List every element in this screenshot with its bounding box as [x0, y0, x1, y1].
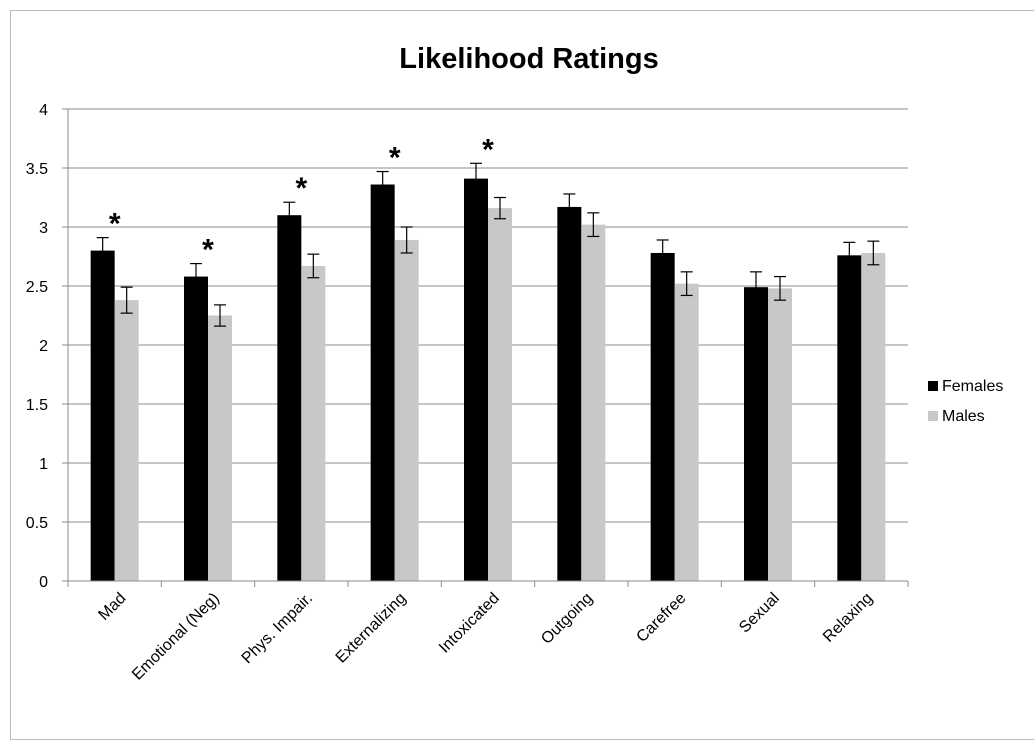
bar-females: [744, 287, 768, 581]
bar-females: [184, 276, 208, 581]
bar-females: [370, 184, 395, 581]
x-tick-label: Outgoing: [538, 590, 596, 648]
y-tick-label: 0: [39, 574, 48, 591]
bar-males: [301, 265, 326, 581]
bar-males: [861, 252, 886, 581]
x-tick-label: Sexual: [736, 590, 783, 637]
significance-asterisk: *: [295, 172, 307, 205]
x-tick-label: Relaxing: [820, 590, 876, 646]
legend-label-males: Males: [942, 408, 985, 425]
bar-females: [837, 255, 862, 581]
axes: [62, 108, 909, 587]
bar-males: [394, 239, 419, 582]
y-tick-label: 3.5: [26, 161, 48, 178]
y-tick-label: 2.5: [26, 279, 48, 296]
legend-swatch-males: [928, 411, 938, 421]
y-axis-tick-labels: 0 0.5 1 1.5 2 2.5 3 3.5 4: [26, 102, 48, 591]
bar-females: [464, 178, 488, 581]
x-tick-label: Mad: [95, 590, 129, 624]
y-tick-label: 4: [39, 102, 48, 119]
x-tick-label: Emotional (Neg): [129, 590, 223, 684]
bar-females: [557, 206, 582, 581]
bar-females: [650, 252, 675, 581]
bar-males: [581, 224, 606, 581]
bars: [90, 178, 886, 582]
bar-males: [674, 283, 699, 581]
bar-females: [277, 215, 302, 581]
bar-females: [90, 250, 115, 581]
y-tick-label: 3: [39, 220, 48, 237]
x-tick-label: Externalizing: [333, 590, 410, 667]
legend-swatch-females: [928, 381, 938, 391]
significance-asterisk: *: [389, 142, 401, 175]
y-tick-label: 2: [39, 338, 48, 355]
x-tick-label: Carefree: [633, 590, 689, 646]
x-tick-label: Phys. Impair.: [239, 590, 316, 667]
bar-males: [114, 300, 139, 581]
legend-label-females: Females: [942, 378, 1003, 395]
significance-asterisk: *: [109, 208, 121, 241]
y-tick-label: 1: [39, 456, 48, 473]
bar-males: [208, 315, 232, 581]
error-bars: [96, 162, 880, 327]
significance-asterisk: *: [202, 234, 214, 267]
significance-asterisk: *: [482, 133, 494, 166]
y-tick-label: 1.5: [26, 397, 48, 414]
x-axis-tick-labels: Mad Emotional (Neg) Phys. Impair. Externali…: [95, 590, 876, 684]
bar-males: [488, 208, 512, 581]
legend: Females Males: [928, 378, 1003, 425]
bar-males: [768, 288, 792, 581]
significance-annotations: * * * * *: [109, 133, 494, 266]
x-tick-label: Intoxicated: [436, 590, 503, 657]
y-tick-label: 0.5: [26, 515, 48, 532]
chart-title: Likelihood Ratings: [399, 43, 658, 75]
